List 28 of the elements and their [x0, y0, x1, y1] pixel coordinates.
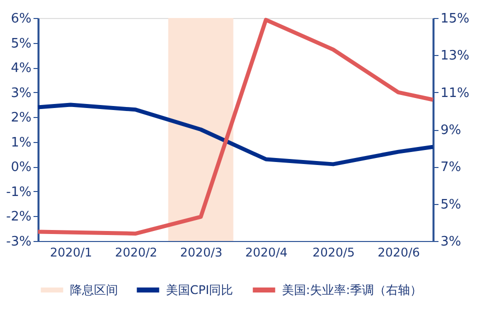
legend-label: 美国CPI同比: [166, 283, 234, 297]
y2-tick-label: 15%: [440, 12, 470, 26]
y-tick-label: 0%: [10, 160, 32, 176]
y2-tick-label: 9%: [440, 123, 462, 138]
y2-tick-label: 3%: [440, 234, 462, 250]
y-tick-label: 6%: [10, 12, 32, 26]
x-tick-label: 2020/2: [115, 246, 158, 260]
y-tick-label: 5%: [10, 36, 32, 52]
x-tick-label: 2020/1: [50, 246, 92, 260]
y-tick-label: 2%: [10, 110, 32, 126]
y2-tick-label: 5%: [440, 197, 462, 212]
y-tick-label: 4%: [10, 61, 32, 76]
line-series: [36, 102, 435, 166]
y-tick-label: 3%: [10, 86, 32, 101]
y-tick-label: -1%: [6, 184, 32, 200]
y2-tick-label: 11%: [440, 86, 470, 101]
legend-label: 降息区间: [70, 283, 118, 297]
y2-tick-label: 7%: [440, 160, 462, 176]
y-tick-label: -2%: [6, 210, 32, 225]
y-tick-label: -3%: [6, 234, 32, 250]
x-tick-label: 2020/4: [245, 246, 288, 260]
legend-label: 美国:失业率:季调（右轴）: [282, 283, 422, 297]
x-tick-label: 2020/6: [378, 246, 420, 260]
y-tick-label: 1%: [10, 135, 32, 150]
x-tick-label: 2020/3: [180, 246, 222, 260]
line-series: [36, 18, 435, 236]
y2-tick-label: 13%: [440, 48, 470, 64]
x-tick-label: 2020/5: [312, 246, 355, 260]
